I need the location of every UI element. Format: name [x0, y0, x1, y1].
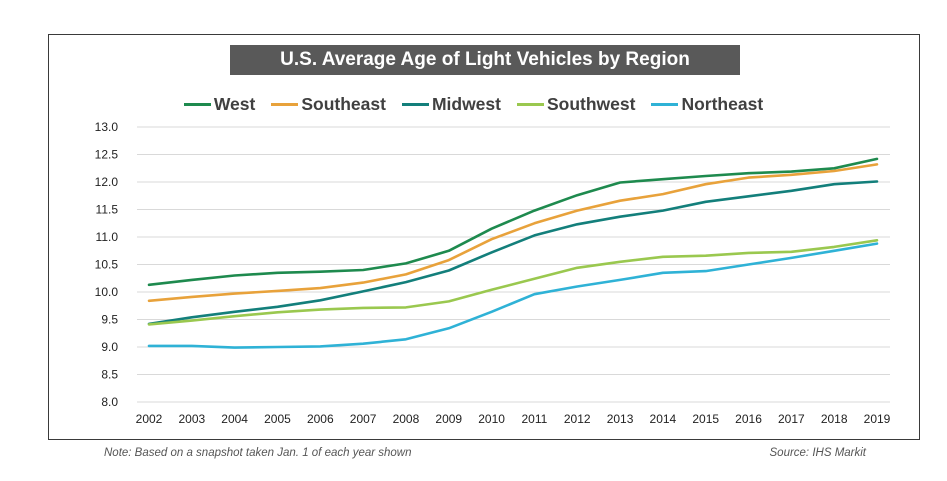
y-tick-label: 13.0	[95, 120, 119, 134]
x-tick-label: 2007	[350, 412, 377, 426]
x-tick-label: 2005	[264, 412, 291, 426]
x-tick-label: 2011	[522, 412, 548, 426]
x-tick-label: 2016	[735, 412, 762, 426]
y-tick-label: 9.0	[101, 340, 118, 354]
series-line-northeast	[147, 242, 879, 349]
y-tick-label: 11.5	[96, 203, 119, 217]
x-tick-label: 2002	[136, 412, 163, 426]
series-line-southeast	[147, 163, 879, 303]
y-tick-label: 12.0	[95, 175, 119, 189]
legend-item-midwest: Midwest	[401, 93, 501, 115]
x-tick-label: 2008	[393, 412, 420, 426]
series-line-southwest	[147, 239, 879, 326]
x-tick-label: 2013	[607, 412, 634, 426]
y-tick-label: 12.5	[95, 148, 119, 162]
chart-title: U.S. Average Age of Light Vehicles by Re…	[230, 45, 740, 75]
legend-label-southwest: Southwest	[546, 93, 636, 114]
legend-swatch-southwest	[516, 102, 544, 106]
legend-item-northeast: Northeast	[651, 94, 763, 115]
x-tick-label: 2015	[692, 412, 719, 426]
legend-label-west: West	[213, 93, 256, 114]
legend-label-northeast: Northeast	[681, 93, 764, 114]
legend-swatch-midwest	[401, 102, 429, 106]
legend-label-southeast: Southeast	[301, 93, 386, 114]
x-tick-label: 2003	[178, 412, 205, 426]
chart-legend: West Southeast Midwest Southwest Northeast	[0, 90, 947, 118]
y-tick-label: 11.0	[96, 230, 119, 244]
y-tick-label: 8.5	[101, 368, 118, 382]
x-tick-label: 2010	[478, 412, 505, 426]
x-tick-label: 2009	[435, 412, 462, 426]
legend-label-midwest: Midwest	[431, 93, 501, 114]
legend-swatch-southeast	[271, 102, 299, 106]
x-tick-label: 2018	[821, 412, 848, 426]
x-tick-label: 2019	[864, 412, 891, 426]
y-tick-label: 8.0	[101, 395, 118, 409]
legend-item-southeast: Southeast	[271, 94, 386, 115]
x-tick-label: 2006	[307, 412, 334, 426]
legend-item-southwest: Southwest	[516, 93, 636, 115]
legend-item-west: West	[183, 93, 256, 115]
legend-swatch-northeast	[651, 102, 679, 106]
y-tick-label: 9.5	[101, 313, 118, 327]
x-tick-label: 2012	[564, 412, 591, 426]
x-tick-label: 2014	[650, 412, 677, 426]
series-line-midwest	[147, 180, 879, 326]
source-note: Source: IHS Markit	[769, 447, 867, 459]
y-tick-label: 10.0	[95, 285, 119, 299]
series-line-west	[147, 157, 879, 287]
x-tick-label: 2017	[778, 412, 805, 426]
y-tick-label: 10.5	[95, 258, 119, 272]
legend-swatch-west	[183, 102, 211, 106]
footnote: Note: Based on a snapshot taken Jan. 1 o…	[104, 447, 412, 459]
x-tick-label: 2004	[221, 412, 248, 426]
